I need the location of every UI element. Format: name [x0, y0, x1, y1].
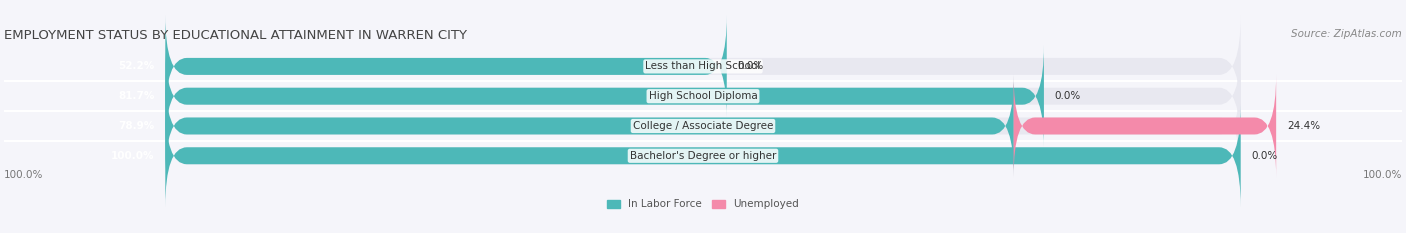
- FancyBboxPatch shape: [166, 15, 1240, 117]
- Text: 78.9%: 78.9%: [118, 121, 155, 131]
- Text: Less than High School: Less than High School: [645, 62, 761, 71]
- Legend: In Labor Force, Unemployed: In Labor Force, Unemployed: [603, 195, 803, 213]
- FancyBboxPatch shape: [166, 45, 1043, 147]
- Text: 100.0%: 100.0%: [111, 151, 155, 161]
- Text: Bachelor's Degree or higher: Bachelor's Degree or higher: [630, 151, 776, 161]
- Text: High School Diploma: High School Diploma: [648, 91, 758, 101]
- FancyBboxPatch shape: [1014, 75, 1277, 177]
- Text: 100.0%: 100.0%: [1362, 170, 1402, 180]
- Text: 0.0%: 0.0%: [1251, 151, 1278, 161]
- FancyBboxPatch shape: [166, 75, 1240, 177]
- Text: Source: ZipAtlas.com: Source: ZipAtlas.com: [1291, 28, 1402, 38]
- Text: 81.7%: 81.7%: [118, 91, 155, 101]
- Text: 52.2%: 52.2%: [118, 62, 155, 71]
- FancyBboxPatch shape: [166, 15, 727, 117]
- Text: 24.4%: 24.4%: [1286, 121, 1320, 131]
- Text: EMPLOYMENT STATUS BY EDUCATIONAL ATTAINMENT IN WARREN CITY: EMPLOYMENT STATUS BY EDUCATIONAL ATTAINM…: [4, 28, 467, 41]
- FancyBboxPatch shape: [166, 105, 1240, 207]
- FancyBboxPatch shape: [166, 75, 1014, 177]
- Text: 0.0%: 0.0%: [1054, 91, 1081, 101]
- FancyBboxPatch shape: [166, 45, 1240, 147]
- FancyBboxPatch shape: [166, 105, 1240, 207]
- Text: 0.0%: 0.0%: [737, 62, 763, 71]
- Text: 100.0%: 100.0%: [4, 170, 44, 180]
- Text: College / Associate Degree: College / Associate Degree: [633, 121, 773, 131]
